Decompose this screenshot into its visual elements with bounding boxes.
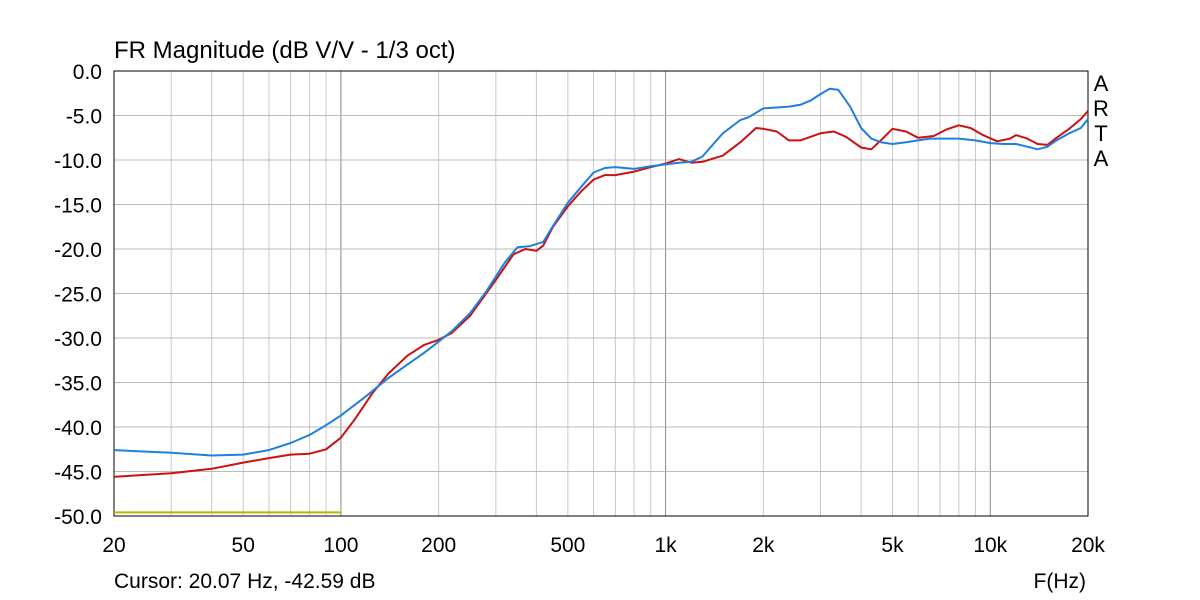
y-tick-label: 0.0 (73, 61, 102, 84)
x-tick-label: 200 (421, 534, 456, 557)
x-tick-label: 1k (655, 534, 678, 557)
arta-brand-letter: A (1094, 146, 1109, 171)
x-axis-label: F(Hz) (1034, 570, 1086, 593)
y-tick-label: -30.0 (54, 328, 102, 351)
y-tick-label: -10.0 (54, 150, 102, 173)
grid (114, 71, 1088, 516)
cursor-readout: Cursor: 20.07 Hz, -42.59 dB (114, 570, 375, 593)
y-tick-label: -35.0 (54, 373, 102, 396)
chart-title: FR Magnitude (dB V/V - 1/3 oct) (114, 37, 455, 64)
x-axis-ticks: 20 50 100 200 500 1k 2k 5k 10k 20k (102, 534, 1105, 557)
y-tick-label: -15.0 (54, 195, 102, 218)
x-tick-label: 5k (881, 534, 904, 557)
x-tick-label: 20 (102, 534, 125, 557)
x-tick-label: 20k (1071, 534, 1105, 557)
x-tick-label: 100 (323, 534, 358, 557)
plot-frame (113, 70, 1089, 517)
arta-brand-letter: R (1093, 96, 1109, 121)
x-tick-label: 10k (973, 534, 1007, 557)
series-line-1 (113, 110, 1089, 478)
x-tick-label: 50 (232, 534, 255, 557)
y-tick-label: -5.0 (66, 106, 102, 129)
series-line-2 (113, 87, 1089, 457)
y-tick-label: -40.0 (54, 417, 102, 440)
x-tick-label: 500 (550, 534, 585, 557)
y-tick-label: -20.0 (54, 239, 102, 262)
y-tick-label: -25.0 (54, 284, 102, 307)
arta-brand-letter: A (1094, 71, 1109, 96)
y-tick-label: -50.0 (54, 506, 102, 529)
y-tick-label: -45.0 (54, 462, 102, 485)
x-tick-label: 2k (752, 534, 775, 557)
arta-brand-letter: T (1094, 121, 1107, 146)
y-axis-ticks: 0.0 -5.0 -10.0 -15.0 -20.0 -25.0 -30.0 -35.0 -40… (54, 61, 102, 529)
series-lines[interactable] (113, 87, 1089, 514)
